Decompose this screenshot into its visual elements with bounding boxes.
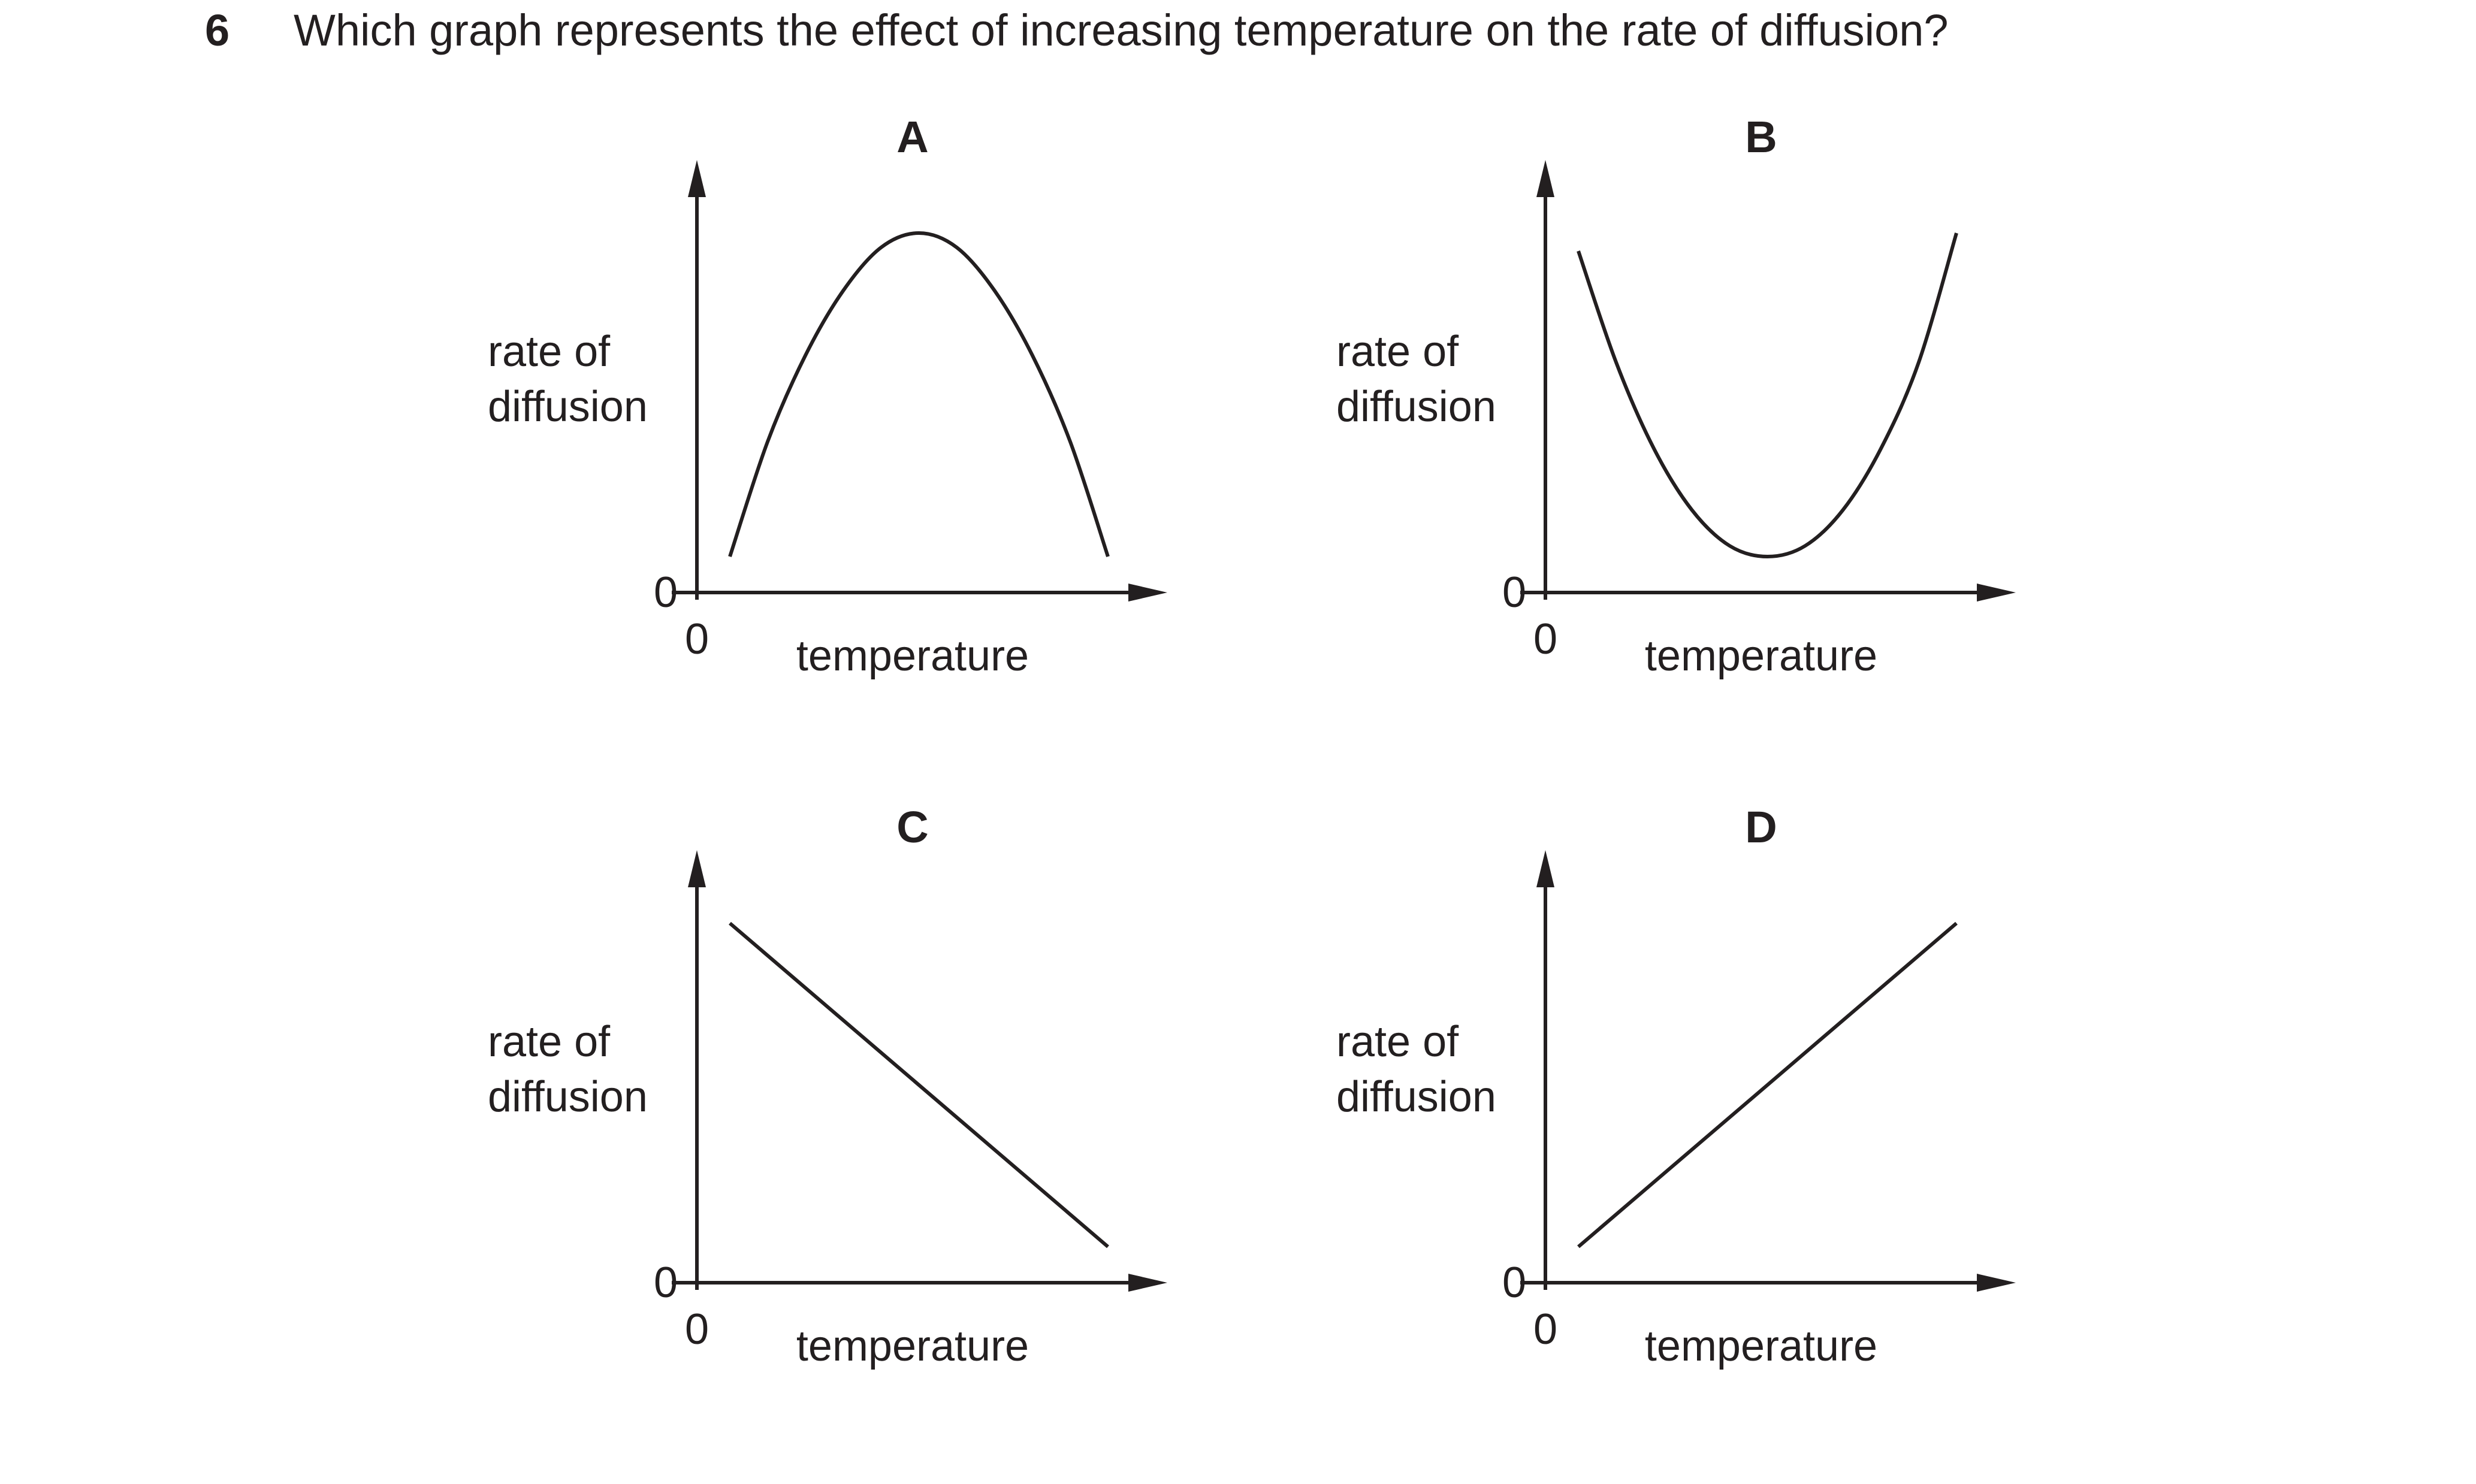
graph-d-x-axis-label: temperature — [1645, 1322, 1877, 1370]
graph-a-x-axis-label: temperature — [796, 632, 1029, 680]
graph-b-y-axis-arrow — [1536, 160, 1554, 197]
graph-a-y-origin-label: 0 — [654, 569, 678, 616]
graph-c-x-axis-label: temperature — [796, 1322, 1029, 1370]
question-text: Which graph represents the effect of inc… — [294, 5, 1949, 55]
graph-c-y-axis-arrow — [688, 850, 706, 887]
graph-b-x-axis-arrow — [1977, 584, 2016, 602]
graph-d-y-axis-arrow — [1536, 850, 1554, 887]
graph-b-option-label: B — [1745, 112, 1777, 162]
graph-a-option-label: A — [896, 112, 928, 162]
graph-a-series-line — [728, 231, 1110, 557]
graph-a-x-origin-label: 0 — [685, 615, 709, 663]
graph-a: A 00 temperature rate of diffusion — [488, 112, 1167, 680]
graph-b-y-axis-label: rate of diffusion — [1336, 328, 1496, 431]
graph-b-series-line — [1577, 232, 1958, 559]
graph-d-y-origin-label: 0 — [1502, 1259, 1526, 1307]
graph-c-series-line — [729, 921, 1109, 1249]
graph-c-option-label: C — [896, 802, 928, 852]
graph-b-x-axis-label: temperature — [1645, 632, 1877, 680]
question-number: 6 — [205, 5, 230, 55]
graph-c-y-axis-label: rate of diffusion — [488, 1018, 648, 1121]
graph-d-series-line — [1577, 921, 1958, 1249]
graph-c-x-axis-arrow — [1128, 1274, 1167, 1292]
graph-a-y-axis-arrow — [688, 160, 706, 197]
graph-d: D 00 temperature rate of diffusion — [1336, 802, 2016, 1370]
graph-a-y-axis-label: rate of diffusion — [488, 328, 648, 431]
graph-c-x-origin-label: 0 — [685, 1305, 709, 1353]
graph-c-y-origin-label: 0 — [654, 1259, 678, 1307]
graph-d-x-axis-arrow — [1977, 1274, 2016, 1292]
graph-c: C 00 temperature rate of diffusion — [488, 802, 1167, 1370]
graph-d-y-axis-label: rate of diffusion — [1336, 1018, 1496, 1121]
graph-a-x-axis-arrow — [1128, 584, 1167, 602]
graph-b: B 00 temperature rate of diffusion — [1336, 112, 2016, 680]
graph-b-x-origin-label: 0 — [1533, 615, 1557, 663]
graph-d-x-origin-label: 0 — [1533, 1305, 1557, 1353]
graph-d-option-label: D — [1745, 802, 1777, 852]
graph-b-y-origin-label: 0 — [1502, 569, 1526, 616]
